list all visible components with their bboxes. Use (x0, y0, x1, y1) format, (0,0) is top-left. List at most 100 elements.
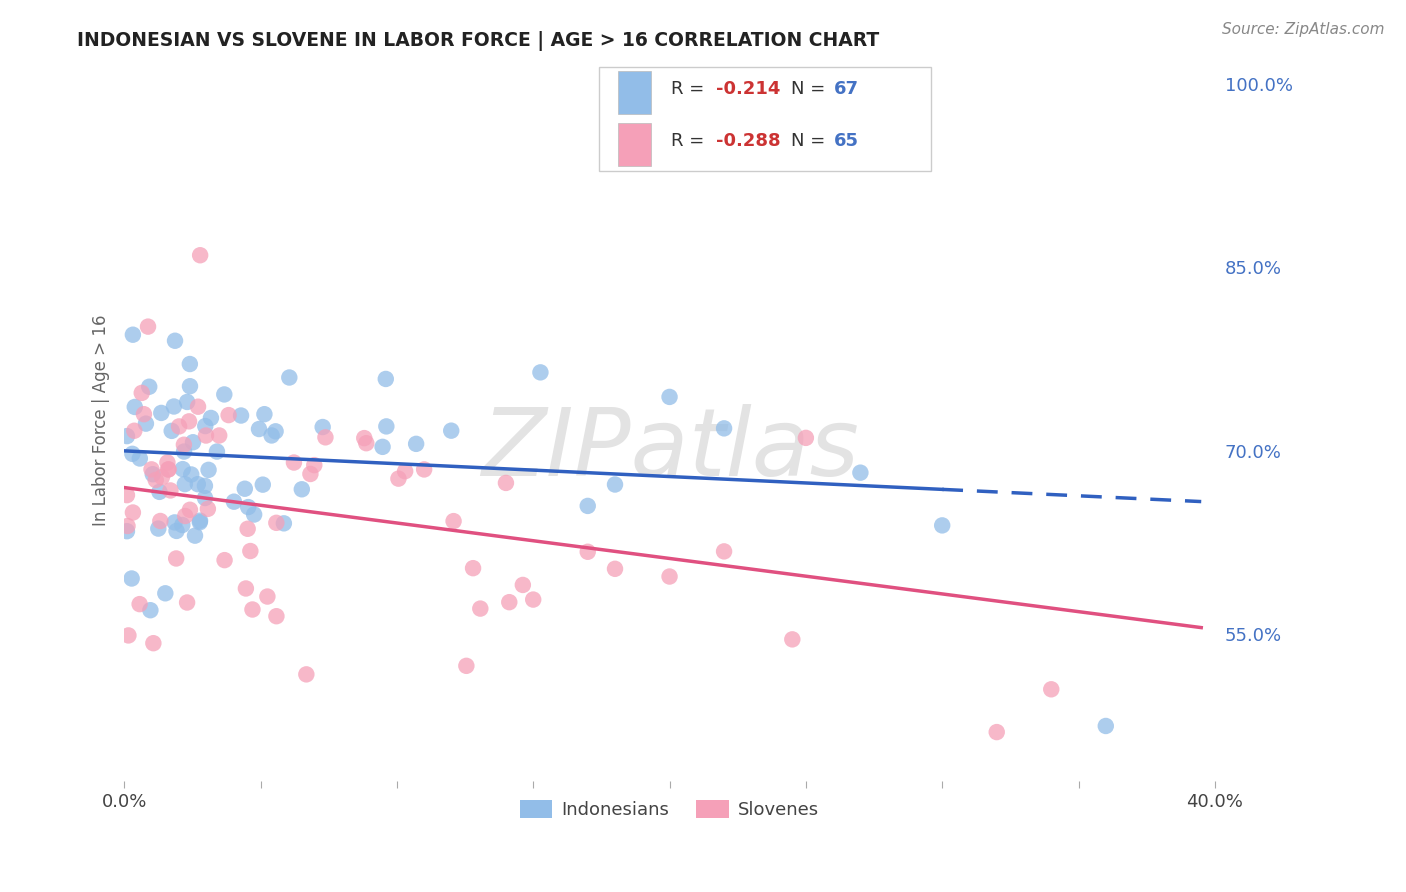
Point (312, 420, 335, 434)
Point (145, 473, 167, 487)
Point (176, 395, 198, 409)
Point (529, 365, 551, 379)
Legend: Indonesians, Slovenes: Indonesians, Slovenes (513, 792, 827, 826)
Point (278, 370, 301, 384)
Point (239, 544, 262, 558)
Point (782, 632, 804, 647)
Point (299, 467, 322, 481)
Point (498, 595, 520, 609)
Point (266, 609, 288, 624)
Point (264, 425, 287, 439)
Point (165, 551, 187, 566)
Point (658, 569, 681, 583)
Point (242, 602, 264, 616)
Point (849, 466, 872, 480)
Point (253, 407, 276, 421)
Point (149, 514, 172, 528)
Point (115, 488, 138, 502)
Point (184, 529, 207, 543)
Point (256, 590, 278, 604)
Point (233, 482, 256, 496)
Point (155, 586, 177, 600)
Point (387, 472, 409, 486)
Point (713, 421, 735, 435)
Text: R =: R = (671, 80, 710, 98)
Point (314, 430, 336, 444)
Point (243, 508, 266, 522)
Point (142, 636, 165, 650)
Point (1094, 719, 1116, 733)
Point (174, 508, 197, 523)
Point (121, 447, 143, 461)
Point (443, 514, 465, 528)
Point (115, 524, 138, 539)
Point (115, 429, 138, 443)
Point (205, 444, 228, 458)
Point (188, 514, 211, 528)
Point (188, 248, 211, 262)
Point (166, 524, 188, 538)
Text: 65: 65 (834, 132, 859, 150)
Y-axis label: In Labor Force | Age > 16: In Labor Force | Age > 16 (93, 315, 110, 526)
Point (187, 400, 209, 414)
Point (122, 327, 145, 342)
Point (188, 515, 211, 529)
Point (117, 628, 139, 642)
Point (195, 428, 218, 442)
Point (194, 479, 217, 493)
Text: N =: N = (790, 132, 831, 150)
Point (163, 334, 186, 348)
Text: -0.214: -0.214 (717, 80, 780, 98)
Point (173, 438, 195, 452)
Point (713, 544, 735, 558)
Point (163, 516, 186, 530)
Point (235, 582, 257, 596)
Point (156, 456, 179, 470)
Point (131, 385, 153, 400)
Point (148, 522, 170, 536)
Point (405, 437, 427, 451)
Point (374, 372, 396, 386)
Point (157, 462, 180, 476)
Point (218, 408, 240, 422)
Point (159, 483, 181, 498)
Text: 67: 67 (834, 80, 859, 98)
Text: N =: N = (790, 80, 831, 98)
Point (291, 483, 314, 497)
Point (194, 491, 217, 505)
Point (179, 502, 201, 516)
Point (794, 431, 817, 445)
Point (172, 518, 194, 533)
Point (157, 462, 180, 476)
Point (260, 428, 283, 442)
Point (150, 406, 173, 420)
Point (229, 409, 252, 423)
Text: INDONESIAN VS SLOVENE IN LABOR FORCE | AGE > 16 CORRELATION CHART: INDONESIAN VS SLOVENE IN LABOR FORCE | A… (77, 31, 880, 51)
Point (124, 400, 146, 414)
Point (295, 667, 318, 681)
Point (132, 407, 155, 421)
Point (456, 658, 478, 673)
Point (136, 319, 159, 334)
Point (576, 545, 599, 559)
Point (214, 553, 236, 567)
Point (121, 572, 143, 586)
Point (176, 595, 198, 609)
Point (194, 419, 217, 434)
Point (173, 444, 195, 458)
Point (124, 424, 146, 438)
Point (167, 419, 190, 434)
Point (142, 467, 165, 482)
Point (283, 456, 305, 470)
Point (197, 501, 219, 516)
Point (1040, 682, 1063, 697)
Point (222, 494, 245, 508)
Point (371, 440, 394, 454)
Point (356, 436, 378, 450)
Point (440, 424, 463, 438)
Point (495, 475, 517, 490)
Point (238, 500, 260, 514)
Point (160, 424, 183, 438)
Point (135, 417, 157, 431)
Point (200, 411, 222, 425)
